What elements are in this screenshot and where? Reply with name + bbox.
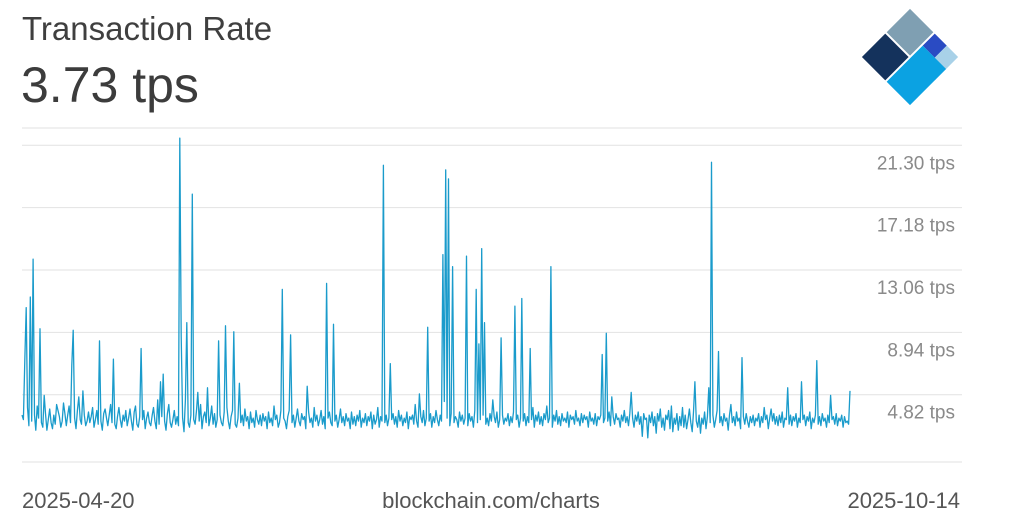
current-rate-value: 3.73 tps: [21, 57, 199, 113]
y-tick-labels: 4.82 tps 8.94 tps 13.06 tps 17.18 tps 21.30 …: [877, 153, 955, 423]
y-tick-label: 21.30 tps: [877, 153, 955, 174]
logo-top-square: [886, 8, 934, 56]
logo-bottom-square: [886, 45, 947, 106]
end-date-label: 2025-10-14: [847, 488, 960, 513]
chart-title: Transaction Rate: [22, 10, 273, 47]
blockchain-logo-icon: [861, 8, 959, 106]
y-tick-label: 8.94 tps: [887, 340, 955, 361]
start-date-label: 2025-04-20: [22, 488, 135, 513]
y-tick-label: 17.18 tps: [877, 216, 955, 237]
y-tick-label: 13.06 tps: [877, 278, 955, 299]
source-label: blockchain.com/charts: [382, 488, 600, 513]
y-tick-label: 4.82 tps: [887, 403, 955, 424]
transaction-rate-line: [21, 137, 851, 439]
